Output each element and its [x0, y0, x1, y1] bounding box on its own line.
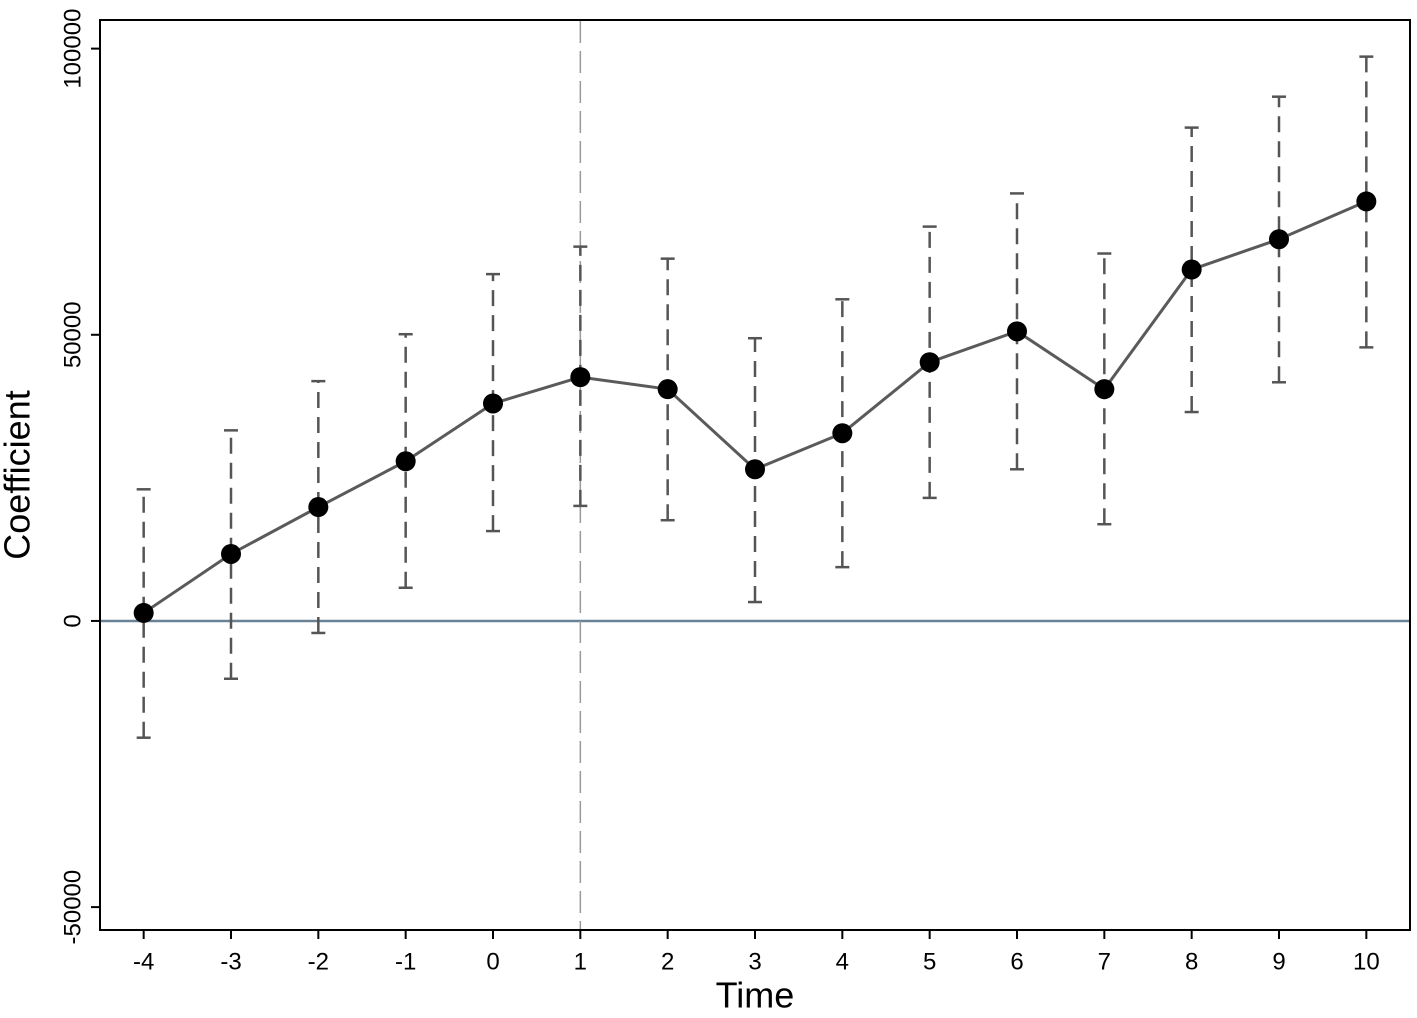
x-tick-label: 10 — [1353, 948, 1380, 975]
x-tick-label: 1 — [574, 948, 587, 975]
point — [832, 423, 853, 444]
point — [395, 451, 416, 472]
point — [308, 497, 329, 518]
x-tick-label: 2 — [661, 948, 674, 975]
point — [1356, 191, 1377, 212]
point — [1181, 259, 1202, 280]
y-tick-label: -50000 — [59, 870, 86, 945]
x-tick-label: -1 — [395, 948, 416, 975]
point — [745, 459, 765, 480]
x-tick-label: 3 — [748, 948, 761, 975]
x-axis-label: Time — [716, 975, 795, 1016]
point — [483, 393, 503, 414]
x-tick-label: 7 — [1098, 948, 1111, 975]
x-tick-label: -3 — [220, 948, 241, 975]
y-axis-label: Coefficient — [0, 390, 38, 559]
x-tick-label: 8 — [1185, 948, 1198, 975]
point — [1094, 379, 1115, 400]
x-tick-label: 0 — [486, 948, 499, 975]
point — [221, 543, 241, 564]
x-tick-label: 6 — [1010, 948, 1023, 975]
x-tick-label: -2 — [308, 948, 329, 975]
point — [1007, 321, 1027, 342]
x-tick-label: 5 — [923, 948, 936, 975]
point — [919, 352, 940, 373]
x-tick-label: 4 — [836, 948, 849, 975]
x-tick-label: 9 — [1272, 948, 1285, 975]
point — [133, 602, 154, 623]
y-tick-label: 100000 — [59, 9, 86, 89]
point — [570, 367, 591, 388]
x-tick-label: -4 — [133, 948, 154, 975]
point — [1269, 229, 1289, 250]
y-tick-label: 0 — [59, 614, 86, 627]
point — [657, 379, 678, 400]
y-tick-label: 50000 — [59, 301, 86, 368]
